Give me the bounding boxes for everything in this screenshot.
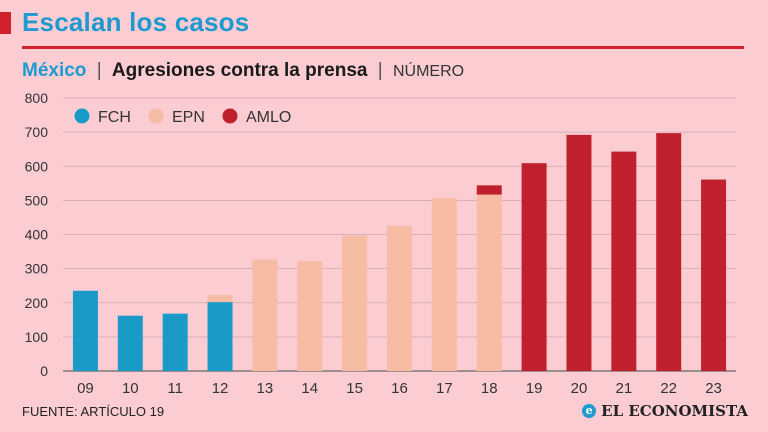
country-label: México	[22, 60, 87, 81]
bar-fch-10	[117, 315, 143, 371]
x-tick-label: 22	[660, 380, 677, 397]
measure-label: Agresiones contra la prensa	[111, 60, 368, 81]
x-tick-label: 16	[391, 380, 408, 397]
bar-amlo-18	[476, 185, 502, 195]
legend-label-amlo: AMLO	[246, 109, 291, 126]
brand-logo: e EL ECONOMISTA	[582, 402, 748, 420]
bar-fch-11	[162, 313, 188, 371]
bar-amlo-20	[566, 134, 592, 371]
chart-headline: Escalan los casos	[22, 7, 250, 37]
legend-marker-epn	[148, 108, 164, 124]
y-tick-label: 500	[25, 192, 49, 208]
x-tick-label: 19	[526, 380, 543, 397]
x-tick-label: 20	[571, 380, 588, 397]
source-note: FUENTE: ARTÍCULO 19	[22, 404, 165, 419]
y-tick-label: 300	[25, 261, 49, 277]
bar-epn-13	[252, 259, 278, 371]
header-rule	[22, 46, 744, 49]
x-tick-label: 11	[167, 380, 183, 397]
legend-marker-amlo	[222, 108, 238, 124]
x-tick-label: 12	[212, 380, 229, 397]
y-tick-label: 800	[25, 90, 49, 106]
bar-epn-18	[476, 194, 502, 371]
y-tick-label: 600	[25, 158, 49, 174]
x-tick-label: 13	[257, 380, 274, 397]
x-tick-label: 15	[346, 380, 363, 397]
chart-subtitle: México | Agresiones contra la prensa | N…	[22, 60, 464, 82]
subtitle-separator: |	[96, 60, 102, 81]
bar-amlo-22	[656, 133, 682, 371]
bar-epn-17	[431, 197, 457, 371]
bar-fch-12	[207, 302, 233, 371]
bar-epn-14	[297, 261, 323, 371]
subtitle-separator-2: |	[377, 60, 383, 81]
legend-marker-fch	[74, 108, 90, 124]
legend-label-fch: FCH	[98, 109, 131, 126]
y-tick-label: 400	[25, 227, 49, 243]
y-tick-label: 700	[25, 124, 49, 140]
bar-epn-15	[342, 235, 368, 371]
bar-amlo-19	[521, 163, 547, 371]
x-tick-label: 17	[436, 380, 453, 397]
bar-epn-12	[207, 294, 233, 303]
brand-name: EL ECONOMISTA	[601, 402, 748, 420]
title-accent-square	[0, 12, 11, 34]
x-tick-label: 23	[705, 380, 722, 397]
y-tick-label: 200	[25, 295, 49, 311]
x-tick-label: 10	[122, 380, 139, 397]
brand-mark-icon: e	[582, 404, 597, 418]
x-tick-label: 18	[481, 380, 498, 397]
y-tick-label: 0	[40, 363, 48, 379]
x-tick-label: 09	[77, 380, 94, 397]
x-tick-label: 21	[615, 380, 632, 397]
legend-label-epn: EPN	[172, 109, 205, 126]
x-tick-label: 14	[301, 380, 318, 397]
unit-label: NÚMERO	[392, 63, 465, 80]
y-tick-label: 100	[25, 329, 49, 345]
bar-epn-16	[387, 225, 412, 371]
bar-amlo-23	[701, 179, 727, 371]
bar-fch-09	[72, 290, 98, 371]
bar-amlo-21	[611, 151, 637, 371]
